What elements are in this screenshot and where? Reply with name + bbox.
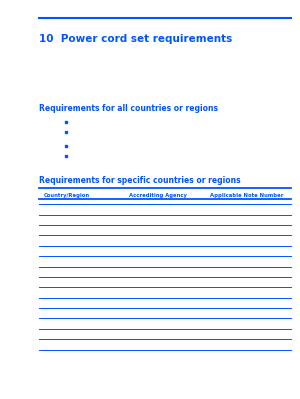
Text: Country/Region: Country/Region (44, 193, 90, 198)
Text: Requirements for specific countries or regions: Requirements for specific countries or r… (39, 176, 241, 186)
Text: 10  Power cord set requirements: 10 Power cord set requirements (39, 34, 232, 44)
Text: Applicable Note Number: Applicable Note Number (210, 193, 284, 198)
Text: Accrediting Agency: Accrediting Agency (129, 193, 187, 198)
Text: Requirements for all countries or regions: Requirements for all countries or region… (39, 104, 218, 113)
